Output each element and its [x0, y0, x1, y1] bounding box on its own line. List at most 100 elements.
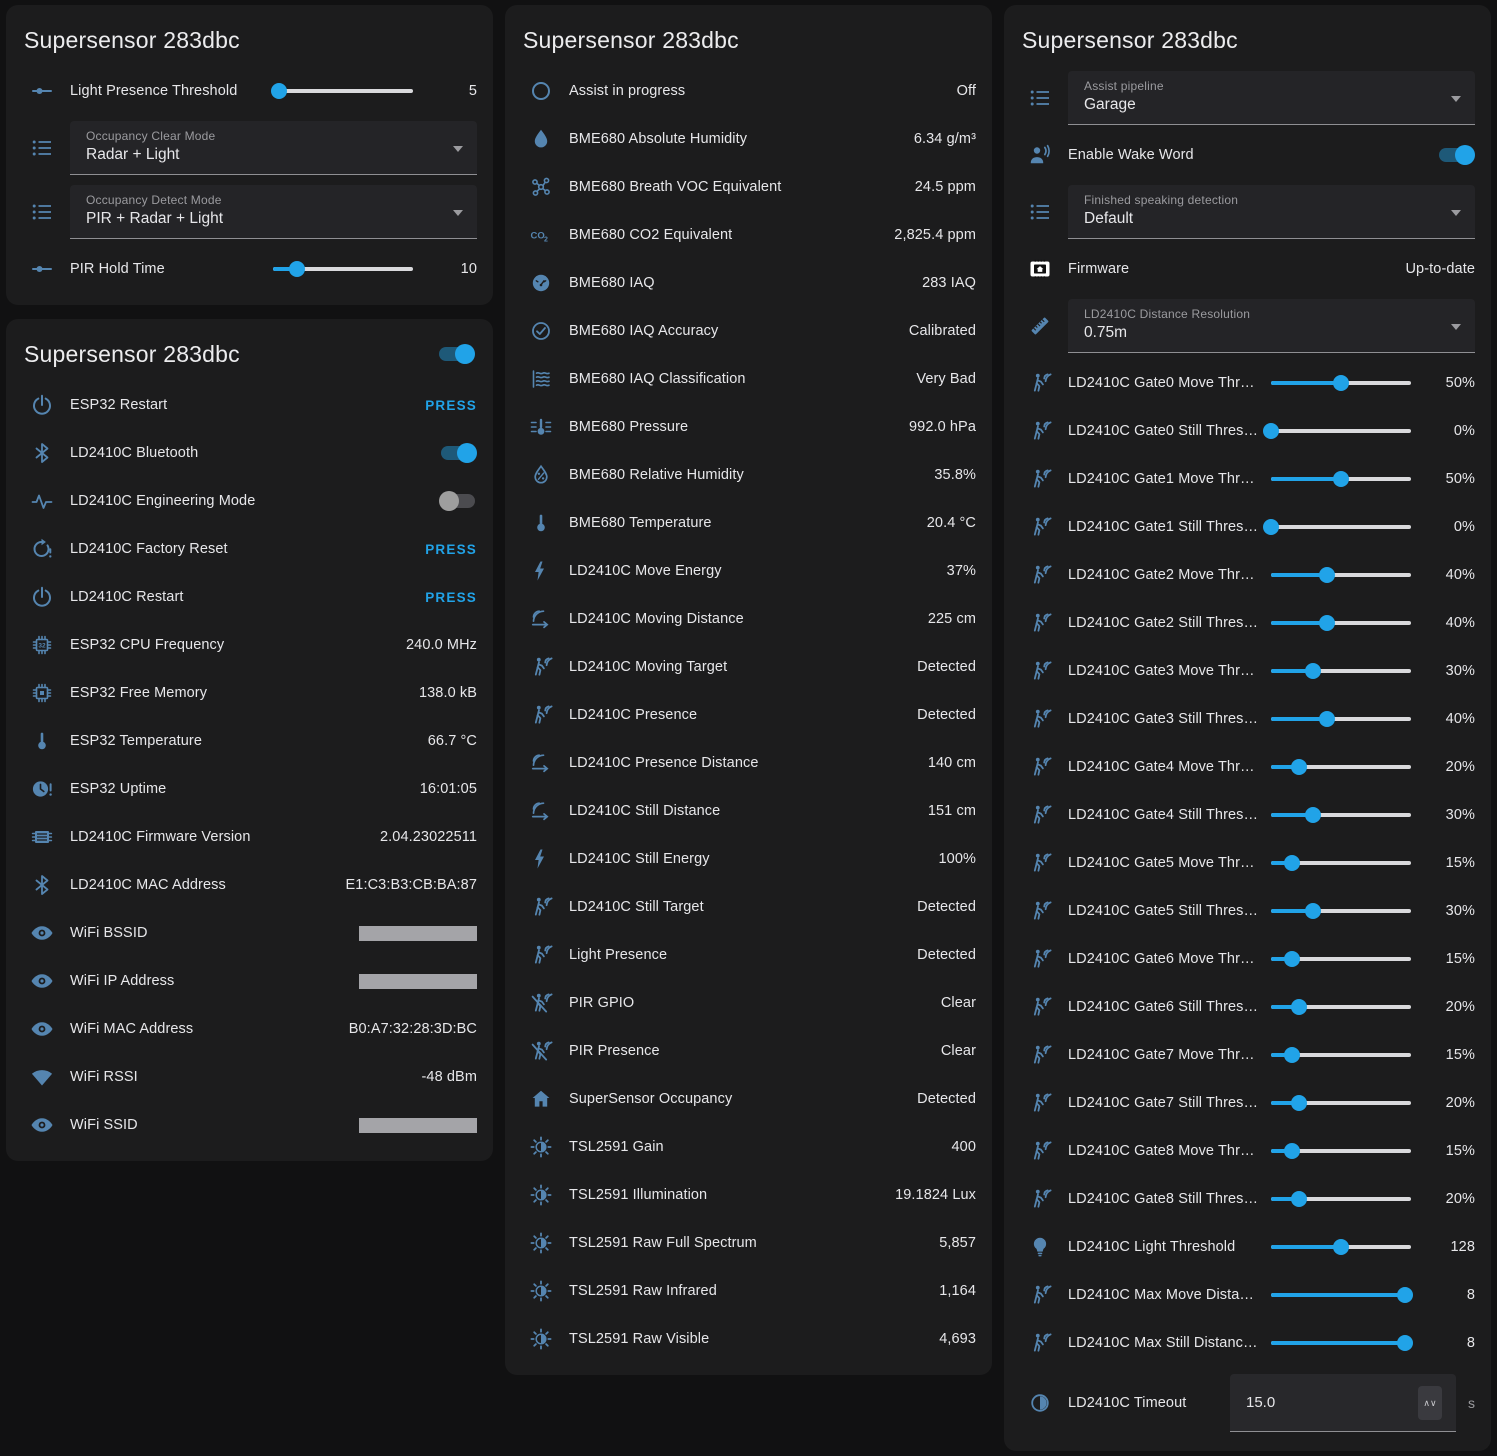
row-tsl2591-raw-infrared[interactable]: TSL2591 Raw Infrared1,164: [521, 1267, 976, 1315]
slider-pir-hold-time[interactable]: [273, 257, 413, 281]
row-ld2410c-still-energy[interactable]: LD2410C Still Energy100%: [521, 835, 976, 883]
row-ld2410c-mac-address[interactable]: LD2410C MAC AddressE1:C3:B3:CB:BA:87: [22, 861, 477, 909]
toggle-ld2410c-engineering-mode[interactable]: [439, 489, 477, 513]
row-ld2410c-presence[interactable]: LD2410C PresenceDetected: [521, 691, 976, 739]
row-ld2410c-gate0-move-thr[interactable]: LD2410C Gate0 Move Thr…50%: [1020, 359, 1475, 407]
slider-thumb[interactable]: [1305, 807, 1321, 823]
slider-ld2410c-gate8-still-thres[interactable]: [1271, 1187, 1411, 1211]
select-occupancy-clear-mode[interactable]: Occupancy Clear ModeRadar + Light: [70, 121, 477, 175]
toggle-enable-wake-word[interactable]: [1437, 143, 1475, 167]
slider-ld2410c-gate7-still-thres[interactable]: [1271, 1091, 1411, 1115]
row-ld2410c-restart[interactable]: LD2410C RestartPRESS: [22, 573, 477, 621]
row-ld2410c-gate1-move-thr[interactable]: LD2410C Gate1 Move Thr…50%: [1020, 455, 1475, 503]
row-ld2410c-gate6-move-thr[interactable]: LD2410C Gate6 Move Thr…15%: [1020, 935, 1475, 983]
row-ld2410c-moving-distance[interactable]: LD2410C Moving Distance225 cm: [521, 595, 976, 643]
row-ld2410c-gate1-still-thres[interactable]: LD2410C Gate1 Still Thres…0%: [1020, 503, 1475, 551]
row-ld2410c-still-distance[interactable]: LD2410C Still Distance151 cm: [521, 787, 976, 835]
slider-ld2410c-gate4-still-thres[interactable]: [1271, 803, 1411, 827]
row-ld2410c-presence-distance[interactable]: LD2410C Presence Distance140 cm: [521, 739, 976, 787]
row-ld2410c-gate4-move-thr[interactable]: LD2410C Gate4 Move Thr…20%: [1020, 743, 1475, 791]
slider-ld2410c-gate6-move-thr[interactable]: [1271, 947, 1411, 971]
row-esp32-free-memory[interactable]: ESP32 Free Memory138.0 kB: [22, 669, 477, 717]
row-bme680-iaq-classification[interactable]: BME680 IAQ ClassificationVery Bad: [521, 355, 976, 403]
header-toggle[interactable]: [437, 342, 475, 366]
row-supersensor-occupancy[interactable]: SuperSensor OccupancyDetected: [521, 1075, 976, 1123]
row-firmware[interactable]: FirmwareUp-to-date: [1020, 245, 1475, 293]
slider-ld2410c-gate1-move-thr[interactable]: [1271, 467, 1411, 491]
row-ld2410c-gate6-still-thres[interactable]: LD2410C Gate6 Still Thres…20%: [1020, 983, 1475, 1031]
row-enable-wake-word[interactable]: Enable Wake Word: [1020, 131, 1475, 179]
slider-thumb[interactable]: [1397, 1287, 1413, 1303]
slider-thumb[interactable]: [1333, 471, 1349, 487]
row-bme680-temperature[interactable]: BME680 Temperature20.4 °C: [521, 499, 976, 547]
row-ld2410c-factory-reset[interactable]: LD2410C Factory ResetPRESS: [22, 525, 477, 573]
row-pir-hold-time[interactable]: PIR Hold Time10: [22, 245, 477, 293]
slider-ld2410c-max-still-distanc[interactable]: [1271, 1331, 1411, 1355]
select-finished-speaking-detection[interactable]: Finished speaking detectionDefault: [1068, 185, 1475, 239]
slider-ld2410c-gate3-still-thres[interactable]: [1271, 707, 1411, 731]
row-ld2410c-timeout[interactable]: LD2410C Timeout15.0∧∨s: [1020, 1367, 1475, 1439]
slider-thumb[interactable]: [1291, 999, 1307, 1015]
slider-thumb[interactable]: [1284, 1143, 1300, 1159]
slider-ld2410c-gate4-move-thr[interactable]: [1271, 755, 1411, 779]
slider-ld2410c-gate2-still-thres[interactable]: [1271, 611, 1411, 635]
slider-ld2410c-gate5-still-thres[interactable]: [1271, 899, 1411, 923]
row-ld2410c-gate4-still-thres[interactable]: LD2410C Gate4 Still Thres…30%: [1020, 791, 1475, 839]
row-tsl2591-raw-full-spectrum[interactable]: TSL2591 Raw Full Spectrum5,857: [521, 1219, 976, 1267]
row-ld2410c-bluetooth[interactable]: LD2410C Bluetooth: [22, 429, 477, 477]
row-ld2410c-engineering-mode[interactable]: LD2410C Engineering Mode: [22, 477, 477, 525]
row-tsl2591-gain[interactable]: TSL2591 Gain400: [521, 1123, 976, 1171]
slider-light-presence-threshold[interactable]: [273, 79, 413, 103]
row-esp32-restart[interactable]: ESP32 RestartPRESS: [22, 381, 477, 429]
row-ld2410c-still-target[interactable]: LD2410C Still TargetDetected: [521, 883, 976, 931]
slider-ld2410c-gate7-move-thr[interactable]: [1271, 1043, 1411, 1067]
slider-ld2410c-gate2-move-thr[interactable]: [1271, 563, 1411, 587]
row-bme680-iaq-accuracy[interactable]: BME680 IAQ AccuracyCalibrated: [521, 307, 976, 355]
slider-thumb[interactable]: [1291, 759, 1307, 775]
row-ld2410c-gate3-move-thr[interactable]: LD2410C Gate3 Move Thr…30%: [1020, 647, 1475, 695]
slider-thumb[interactable]: [289, 261, 305, 277]
row-light-presence[interactable]: Light PresenceDetected: [521, 931, 976, 979]
slider-ld2410c-gate3-move-thr[interactable]: [1271, 659, 1411, 683]
row-wifi-mac-address[interactable]: WiFi MAC AddressB0:A7:32:28:3D:BC: [22, 1005, 477, 1053]
slider-thumb[interactable]: [1291, 1095, 1307, 1111]
row-esp32-uptime[interactable]: ESP32 Uptime16:01:05: [22, 765, 477, 813]
stepper-control[interactable]: ∧∨: [1418, 1386, 1442, 1420]
slider-thumb[interactable]: [1319, 711, 1335, 727]
row-light-presence-threshold[interactable]: Light Presence Threshold5: [22, 67, 477, 115]
slider-thumb[interactable]: [1333, 375, 1349, 391]
row-assist-in-progress[interactable]: Assist in progressOff: [521, 67, 976, 115]
row-ld2410c-max-still-distanc[interactable]: LD2410C Max Still Distanc…8: [1020, 1319, 1475, 1367]
row-tsl2591-raw-visible[interactable]: TSL2591 Raw Visible4,693: [521, 1315, 976, 1363]
row-ld2410c-gate0-still-thres[interactable]: LD2410C Gate0 Still Thres…0%: [1020, 407, 1475, 455]
row-ld2410c-gate5-still-thres[interactable]: LD2410C Gate5 Still Thres…30%: [1020, 887, 1475, 935]
row-ld2410c-gate5-move-thr[interactable]: LD2410C Gate5 Move Thr…15%: [1020, 839, 1475, 887]
press-button[interactable]: PRESS: [425, 590, 477, 605]
select-assist-pipeline[interactable]: Assist pipelineGarage: [1068, 71, 1475, 125]
row-ld2410c-gate7-still-thres[interactable]: LD2410C Gate7 Still Thres…20%: [1020, 1079, 1475, 1127]
row-pir-presence[interactable]: PIR PresenceClear: [521, 1027, 976, 1075]
row-pir-gpio[interactable]: PIR GPIOClear: [521, 979, 976, 1027]
slider-ld2410c-gate8-move-thr[interactable]: [1271, 1139, 1411, 1163]
row-bme680-breath-voc-equivalent[interactable]: BME680 Breath VOC Equivalent24.5 ppm: [521, 163, 976, 211]
row-ld2410c-light-threshold[interactable]: LD2410C Light Threshold128: [1020, 1223, 1475, 1271]
row-ld2410c-gate8-move-thr[interactable]: LD2410C Gate8 Move Thr…15%: [1020, 1127, 1475, 1175]
row-esp32-temperature[interactable]: ESP32 Temperature66.7 °C: [22, 717, 477, 765]
row-wifi-ip-address[interactable]: WiFi IP Address: [22, 957, 477, 1005]
slider-ld2410c-gate6-still-thres[interactable]: [1271, 995, 1411, 1019]
press-button[interactable]: PRESS: [425, 398, 477, 413]
row-ld2410c-gate8-still-thres[interactable]: LD2410C Gate8 Still Thres…20%: [1020, 1175, 1475, 1223]
row-bme680-absolute-humidity[interactable]: BME680 Absolute Humidity6.34 g/m³: [521, 115, 976, 163]
row-bme680-pressure[interactable]: BME680 Pressure992.0 hPa: [521, 403, 976, 451]
row-ld2410c-max-move-dista[interactable]: LD2410C Max Move Dista…8: [1020, 1271, 1475, 1319]
slider-ld2410c-gate0-move-thr[interactable]: [1271, 371, 1411, 395]
row-ld2410c-firmware-version[interactable]: LD2410C Firmware Version2.04.23022511: [22, 813, 477, 861]
slider-thumb[interactable]: [1333, 1239, 1349, 1255]
row-ld2410c-gate7-move-thr[interactable]: LD2410C Gate7 Move Thr…15%: [1020, 1031, 1475, 1079]
row-ld2410c-gate2-still-thres[interactable]: LD2410C Gate2 Still Thres…40%: [1020, 599, 1475, 647]
slider-thumb[interactable]: [1319, 567, 1335, 583]
slider-thumb[interactable]: [1397, 1335, 1413, 1351]
press-button[interactable]: PRESS: [425, 542, 477, 557]
slider-thumb[interactable]: [1291, 1191, 1307, 1207]
slider-thumb[interactable]: [1319, 615, 1335, 631]
